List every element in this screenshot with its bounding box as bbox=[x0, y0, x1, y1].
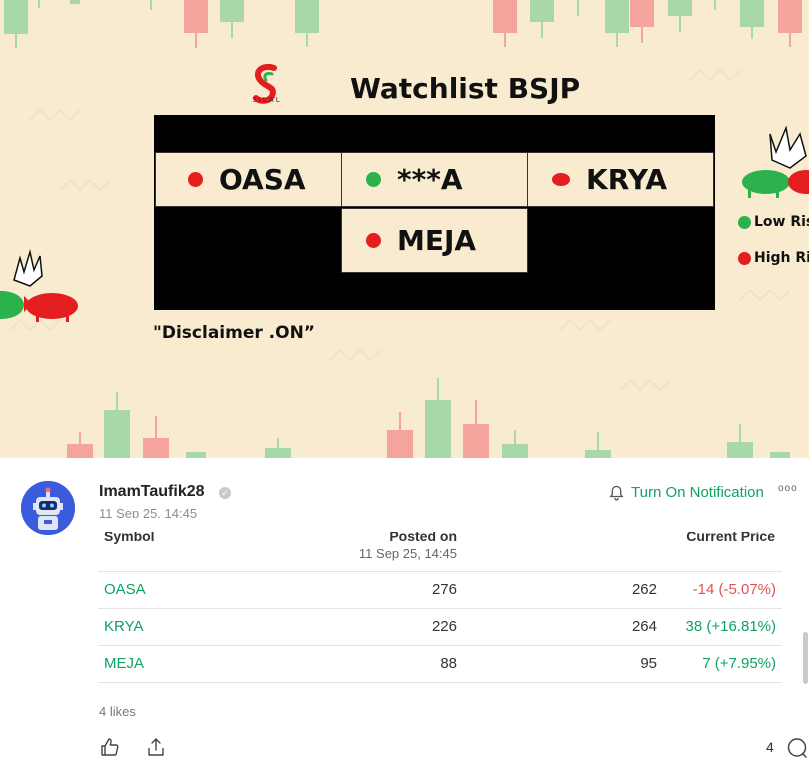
bull-bear-left-icon bbox=[0, 249, 78, 322]
watchlist-cell: MEJA bbox=[341, 208, 528, 273]
avatar[interactable] bbox=[21, 481, 75, 535]
header-current-price: Current Price bbox=[686, 528, 775, 544]
table-row[interactable]: MEJA 88 95 7 (+7.95%) bbox=[98, 646, 782, 683]
watchlist-symbol: MEJA bbox=[397, 224, 477, 257]
row-change: 38 (+16.81%) bbox=[685, 618, 776, 635]
disclaimer-text: "Disclaimer .ON” bbox=[153, 323, 315, 343]
watchlist-board: OASA ***A KRYA MEJA bbox=[154, 115, 715, 310]
watchlist-cell: ***A bbox=[341, 152, 528, 207]
row-change: 7 (+7.95%) bbox=[702, 655, 776, 672]
legend-low-label: Low Ris bbox=[754, 214, 809, 230]
legend-low-risk: Low Ris bbox=[738, 214, 809, 230]
green-dot-icon bbox=[738, 215, 751, 229]
watchlist-cell: KRYA bbox=[527, 152, 714, 207]
row-current-price: 262 bbox=[631, 581, 657, 598]
risk-dot-icon bbox=[366, 172, 381, 187]
watchlist-cell: OASA bbox=[155, 152, 342, 207]
logo-text: SILAL bbox=[252, 96, 282, 104]
watchlist-title: Watchlist BSJP bbox=[350, 72, 581, 105]
price-table: OASA 276 262 -14 (-5.07%) KRYA 226 264 3… bbox=[98, 571, 782, 683]
likes-count[interactable]: 4 likes bbox=[99, 704, 136, 719]
bull-bear-right-icon bbox=[742, 125, 809, 198]
risk-dot-icon bbox=[188, 172, 203, 187]
candles-top bbox=[4, 0, 802, 48]
bell-icon bbox=[609, 485, 624, 500]
row-posted-price: 226 bbox=[431, 618, 457, 635]
more-options-icon[interactable]: ooo bbox=[778, 483, 798, 494]
table-row[interactable]: KRYA 226 264 38 (+16.81%) bbox=[98, 609, 782, 646]
silal-logo-icon bbox=[253, 64, 277, 104]
comment-count: 4 bbox=[766, 739, 774, 755]
header-posted-on: Posted on bbox=[389, 528, 457, 544]
table-row[interactable]: OASA 276 262 -14 (-5.07%) bbox=[98, 572, 782, 609]
risk-dot-icon bbox=[366, 233, 381, 248]
post-image[interactable]: SILAL Watchlist BSJP OASA ***A KRYA MEJA… bbox=[0, 0, 809, 458]
candles-bottom bbox=[67, 378, 790, 458]
watchlist-symbol: ***A bbox=[397, 163, 463, 196]
notification-label: Turn On Notification bbox=[631, 484, 764, 501]
risk-dot-icon bbox=[552, 173, 570, 186]
scrollbar[interactable] bbox=[803, 632, 808, 684]
watchlist-symbol: KRYA bbox=[586, 163, 667, 196]
comment-icon[interactable] bbox=[786, 737, 808, 759]
legend-high-label: High Ri bbox=[754, 250, 809, 266]
row-symbol[interactable]: KRYA bbox=[104, 618, 144, 635]
row-change: -14 (-5.07%) bbox=[692, 581, 776, 598]
row-current-price: 95 bbox=[640, 655, 657, 672]
like-icon[interactable] bbox=[100, 737, 120, 757]
post-timestamp: 11 Sep 25, 14:45 bbox=[99, 506, 198, 521]
watchlist-symbol: OASA bbox=[219, 163, 306, 196]
candlestick-background bbox=[0, 0, 809, 458]
row-symbol[interactable]: MEJA bbox=[104, 655, 145, 672]
robot-avatar-icon bbox=[21, 481, 75, 535]
red-dot-icon bbox=[738, 251, 751, 265]
legend-high-risk: High Ri bbox=[738, 250, 809, 266]
row-posted-price: 88 bbox=[440, 655, 457, 672]
row-symbol[interactable]: OASA bbox=[104, 581, 146, 598]
verified-badge-icon: ✓ bbox=[219, 487, 231, 499]
zigzag-texture bbox=[9, 68, 791, 392]
share-icon[interactable] bbox=[146, 737, 166, 757]
scroll-clip bbox=[98, 518, 798, 532]
username[interactable]: ImamTaufik28 bbox=[99, 483, 205, 500]
turn-on-notification-button[interactable]: Turn On Notification bbox=[609, 484, 764, 501]
row-current-price: 264 bbox=[631, 618, 657, 635]
header-posted-date: 11 Sep 25, 14:45 bbox=[358, 546, 457, 561]
header-symbol: Symbol bbox=[104, 528, 155, 544]
row-posted-price: 276 bbox=[431, 581, 457, 598]
